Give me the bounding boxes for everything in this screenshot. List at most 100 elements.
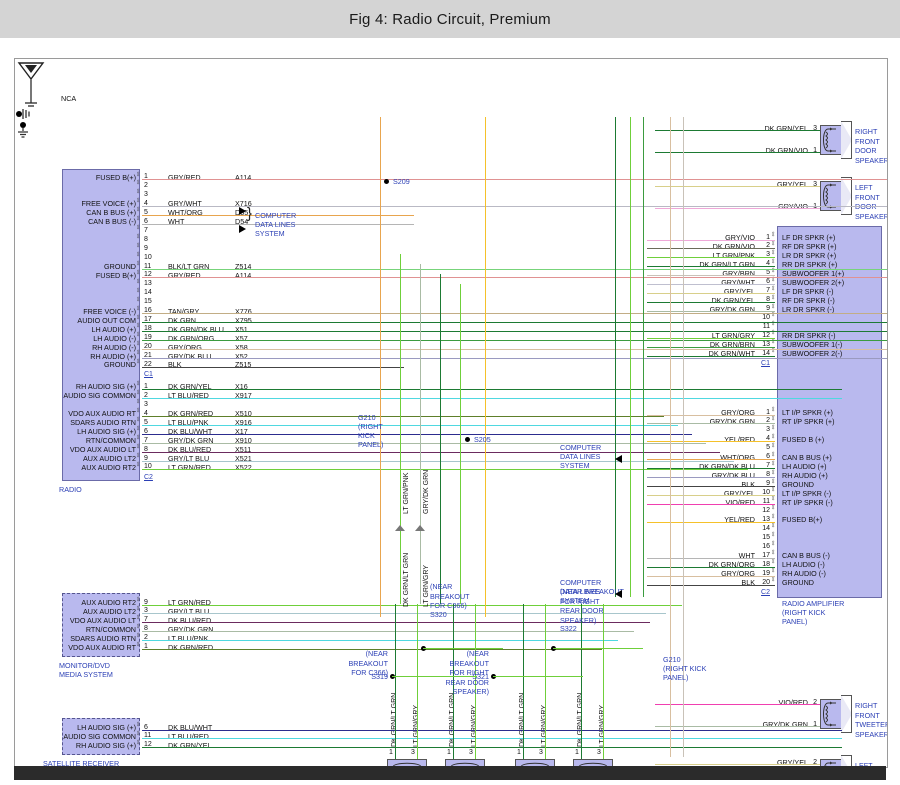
radio-c1-wire-code-6: D54 bbox=[235, 217, 249, 227]
bottom-speaker-2-riser-1 bbox=[523, 604, 524, 759]
amp-c2-wire-4 bbox=[647, 441, 775, 443]
radio-c2-pin-number-7: 7 bbox=[144, 436, 148, 444]
radio-c2-pin-number-3: 3 bbox=[144, 400, 148, 408]
radio-c1-wire-color-5: WHT/ORG bbox=[168, 208, 203, 218]
monitor-dvd-wire-1 bbox=[142, 649, 602, 651]
amp-c2-function-7: LH AUDIO (+) bbox=[782, 461, 827, 471]
speaker-coil-icon bbox=[823, 761, 836, 767]
monitor-dvd-wire-color-2: LT BLU/PNK bbox=[168, 633, 209, 643]
bottom-speaker-1-riser-1 bbox=[453, 604, 454, 759]
amp-c2-wire-color-13: YEL/RED bbox=[724, 515, 755, 525]
radio-c1-pin-number-1: 1 bbox=[144, 173, 148, 180]
radio-c1-wire-color-21: GRY/DK BLU bbox=[168, 351, 212, 361]
amp-c2-wire-10 bbox=[647, 495, 775, 497]
amp-c2-wire-color-18: DK GRN/ORG bbox=[708, 560, 755, 570]
radio-c1-pin-number-2: 2 bbox=[144, 181, 148, 189]
radio-c1-wire-code-22: Z515 bbox=[235, 360, 252, 370]
speaker-1-name-line2: FRONT bbox=[855, 192, 880, 202]
monitor-dvd-wire-color-7: DK BLU/RED bbox=[168, 615, 212, 625]
amp-c1-pin-number-10: 10 bbox=[762, 314, 770, 322]
radio-c1-wire-color-4: GRY/WHT bbox=[168, 199, 202, 209]
amp-c2-wire-20 bbox=[647, 584, 775, 586]
diagram-stage: ⦂ ⦂ ⦂ ⦂ ⦂ ⦂ ⦂ ⦂ ⦂ ⦂ ⦂ ⦂ ⦂ ⦂ ⦂ ⦂ ⦂ ⦂ ⦂ ⦂ ⦂ ⦂ FUSED B(+) 1 GRY/RED… bbox=[15, 59, 887, 767]
amp-c2-function-2: RT I/P SPKR (+) bbox=[782, 416, 835, 426]
radio-connector-body bbox=[62, 169, 140, 482]
bottom-speaker-3-pin-number-1: 1 bbox=[575, 749, 579, 756]
radio-c1-wire-code-16: X776 bbox=[235, 306, 252, 316]
monitor-dvd-wire-color-1: DK GRN/RED bbox=[168, 642, 214, 652]
monitor-dvd-function-3: AUX AUDIO LT2 bbox=[83, 606, 136, 616]
amplifier-name-line2: (RIGHT KICK bbox=[782, 608, 826, 617]
monitor-dvd-pin-number-2: 2 bbox=[144, 634, 148, 642]
radio-c1-wire-18 bbox=[142, 331, 887, 333]
monitor-dvd-function-9: AUX AUDIO RT2 bbox=[81, 598, 136, 607]
radio-c1-wire-color-16: TAN/GRY bbox=[168, 306, 200, 316]
radio-c2-wire-7 bbox=[142, 442, 706, 444]
splice-note-s321-line2: BREAKOUT bbox=[449, 658, 489, 668]
radio-c2-connector-ref: C2 bbox=[144, 473, 153, 481]
amp-c2-function-9: GROUND bbox=[782, 479, 814, 489]
amp-c1-function-5: SUBWOOFER 1(+) bbox=[782, 268, 845, 278]
satellite-receiver-pin-brackets: ⦂ ⦂ ⦂ bbox=[137, 719, 140, 746]
bottom-speaker-2-pin-number-1: 1 bbox=[517, 749, 521, 756]
mid-vertical-upper-label-0: LT GRN/PNK bbox=[403, 472, 410, 514]
speaker-0-pin-number-1: 1 bbox=[813, 146, 817, 154]
radio-c2-wire-color-4: DK GRN/RED bbox=[168, 409, 214, 419]
amp-c2-function-6: CAN B BUS (+) bbox=[782, 452, 832, 462]
splice-note-s320-line3: FOR C366) bbox=[430, 601, 467, 610]
mid-vertical-lower-label-1: LT GRN/GRY bbox=[423, 564, 430, 607]
speaker-0-pin-number-3: 3 bbox=[813, 124, 817, 132]
amp-c2-wire-color-6: WHT/ORG bbox=[720, 452, 755, 462]
bottom-speaker-1-riser-3 bbox=[475, 604, 476, 759]
trunk-lt-grn-gry bbox=[460, 284, 461, 604]
cdl-top-line1: COMPUTER bbox=[255, 211, 297, 220]
amp-c1-pin-number-2: 2 bbox=[766, 242, 770, 250]
amp-c1-function-3: LR DR SPKR (+) bbox=[782, 250, 837, 260]
satellite-receiver-wire-12 bbox=[142, 747, 842, 749]
monitor-dvd-connector-body bbox=[62, 593, 140, 657]
amp-c1-wire-color-9: GRY/DK GRN bbox=[709, 304, 755, 314]
radio-c1-wire-color-18: DK GRN/DK BLU bbox=[168, 324, 224, 334]
bottom-speaker-2-pin-number-3: 3 bbox=[539, 749, 543, 756]
radio-c1-wire-code-19: X57 bbox=[235, 333, 248, 343]
radio-c2-wire-color-5: LT BLU/PNK bbox=[168, 418, 209, 428]
amp-c1-pin-number-8: 8 bbox=[766, 296, 770, 304]
amp-c1-function-14: SUBWOOFER 2(-) bbox=[782, 349, 843, 359]
amplifier-connector-body bbox=[777, 226, 882, 598]
amp-c1-wire-color-6: GRY/WHT bbox=[721, 277, 755, 287]
speaker-2-name-line3: TWEETER bbox=[855, 720, 888, 729]
amp-c1-function-8: RF DR SPKR (-) bbox=[782, 295, 835, 305]
radio-c1-wire-code-17: X795 bbox=[235, 315, 252, 325]
radio-c1-wire-color-19: DK GRN/ORG bbox=[168, 333, 215, 343]
radio-c1-wire-12 bbox=[142, 277, 887, 279]
antenna-symbol bbox=[15, 59, 887, 107]
amplifier-name-line3: PANEL) bbox=[782, 617, 808, 626]
amp-c2-function-13: FUSED B(+) bbox=[782, 515, 823, 525]
monitor-dvd-function-8: RTN/COMMON bbox=[85, 624, 136, 634]
radio-c2-function-1: RH AUDIO SIG (+) bbox=[75, 382, 136, 392]
amp-c1-pin-number-5: 5 bbox=[766, 269, 770, 277]
cdl-low-arrow bbox=[615, 590, 622, 598]
radio-c1-pin-number-10: 10 bbox=[144, 253, 152, 261]
speaker-cone bbox=[841, 121, 852, 159]
amp-c2-wire-13 bbox=[647, 521, 775, 523]
cdl-top-arrow-1 bbox=[239, 207, 246, 215]
splice-s320-run bbox=[423, 648, 503, 649]
amp-c2-pin-number-4: 4 bbox=[766, 435, 770, 443]
amp-c1-function-7: LF DR SPKR (-) bbox=[782, 286, 834, 296]
amp-c2-wire-6 bbox=[647, 459, 775, 461]
wiring-diagram-canvas: ⦂ ⦂ ⦂ ⦂ ⦂ ⦂ ⦂ ⦂ ⦂ ⦂ ⦂ ⦂ ⦂ ⦂ ⦂ ⦂ ⦂ ⦂ ⦂ ⦂ ⦂ ⦂ FUSED B(+) 1 GRY/RED… bbox=[14, 58, 888, 768]
trunk-dk-grn-lt-grn bbox=[440, 274, 441, 604]
amp-c1-pin-number-4: 4 bbox=[766, 260, 770, 268]
speaker-0-wire-color-1: DK GRN/VIO bbox=[765, 146, 808, 155]
amp-c1-wire-color-14: DK GRN/WHT bbox=[708, 349, 755, 359]
bottom-speaker-3-riser-1 bbox=[581, 604, 582, 759]
amp-c2-function-8: RH AUDIO (+) bbox=[782, 470, 828, 480]
cdl-top-brace: } bbox=[247, 205, 253, 222]
amp-c1-wire-color-7: GRY/YEL bbox=[723, 286, 755, 296]
monitor-dvd-wire-3 bbox=[142, 613, 666, 615]
radio-c2-wire-code-5: X916 bbox=[235, 418, 252, 428]
antenna-label: NCA bbox=[61, 94, 77, 103]
radio-c2-function-9: AUX AUDIO LT2 bbox=[83, 454, 136, 463]
speaker-cone-outline bbox=[841, 177, 852, 215]
